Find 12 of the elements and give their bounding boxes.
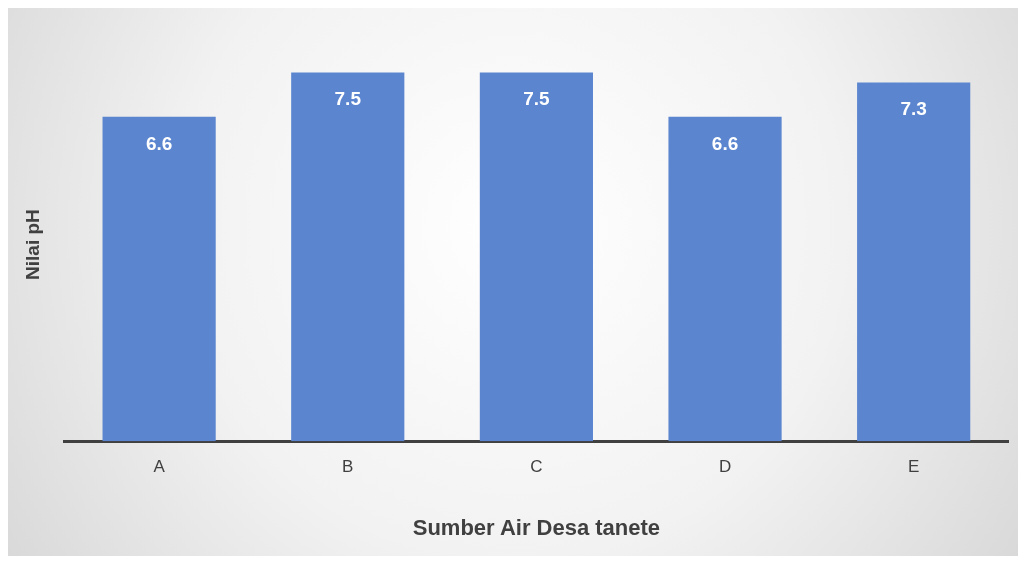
data-label: 6.6 (145, 132, 173, 154)
x-tick-label: A (153, 457, 166, 477)
x-tick-label: B (342, 457, 354, 477)
data-label: 6.6 (711, 132, 739, 154)
x-tick-label: D (718, 457, 732, 477)
x-tick-label: C (530, 457, 543, 477)
data-label: 7.3 (900, 98, 927, 120)
data-label: 7.5 (523, 88, 551, 110)
y-axis-title: Nilai pH (21, 209, 43, 280)
x-tick-label: E (908, 457, 920, 477)
data-label: 7.5 (334, 88, 362, 110)
x-axis-title: Sumber Air Desa tanete (412, 514, 661, 540)
